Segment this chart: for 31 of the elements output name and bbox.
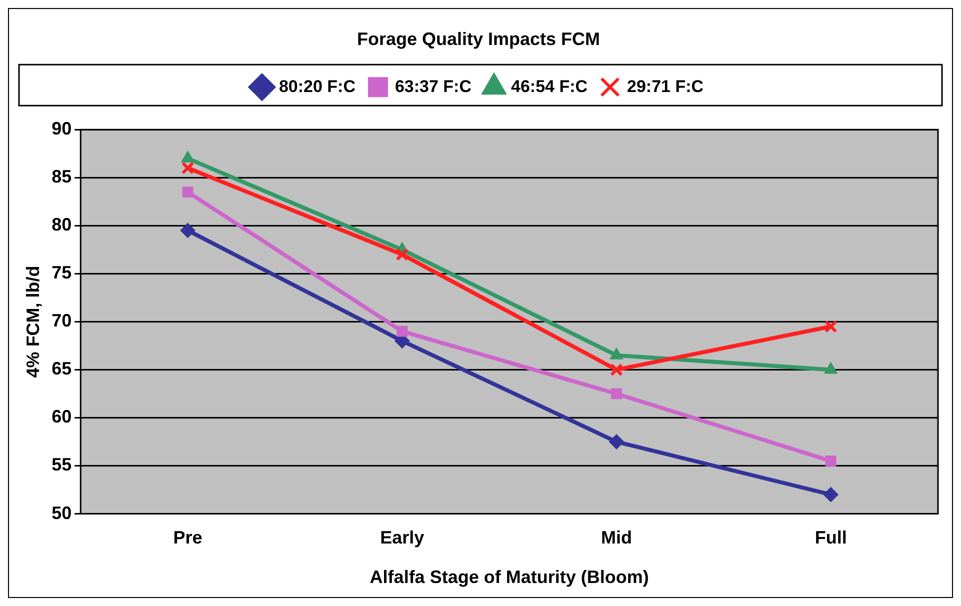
chart-title: Forage Quality Impacts FCM xyxy=(356,28,600,49)
point xyxy=(182,186,194,198)
legend-label: 63:37 F:C xyxy=(394,76,472,96)
x-tick-label: Early xyxy=(380,528,424,548)
point xyxy=(824,320,838,333)
y-tick-label: 70 xyxy=(52,310,72,331)
x-tick-label: Mid xyxy=(600,528,632,548)
legend-label: 29:71 F:C xyxy=(627,76,704,96)
point xyxy=(181,162,194,174)
y-tick-label: 65 xyxy=(52,358,72,379)
x-axis-title: Alfalfa Stage of Maturity (Bloom) xyxy=(370,567,649,588)
point xyxy=(610,363,623,376)
point xyxy=(823,487,838,502)
point xyxy=(396,248,409,261)
y-tick-label: 55 xyxy=(52,454,72,475)
x-tick-label: Full xyxy=(814,528,847,548)
y-tick-label: 90 xyxy=(52,118,72,139)
point xyxy=(396,326,408,337)
legend-label: 46:54 F:C xyxy=(511,76,588,96)
y-tick-label: 60 xyxy=(52,406,72,427)
point xyxy=(611,388,622,400)
legend-label: 80:20 F:C xyxy=(278,76,356,96)
y-tick-label: 85 xyxy=(52,166,72,187)
point xyxy=(608,434,624,450)
point xyxy=(825,456,836,466)
x-tick-label: Pre xyxy=(173,528,202,548)
y-tick-label: 50 xyxy=(52,502,72,523)
point xyxy=(180,222,196,238)
y-tick-label: 75 xyxy=(52,262,72,283)
y-tick-label: 80 xyxy=(52,214,72,235)
y-axis-title: 4% FCM, lb/d xyxy=(22,266,43,378)
